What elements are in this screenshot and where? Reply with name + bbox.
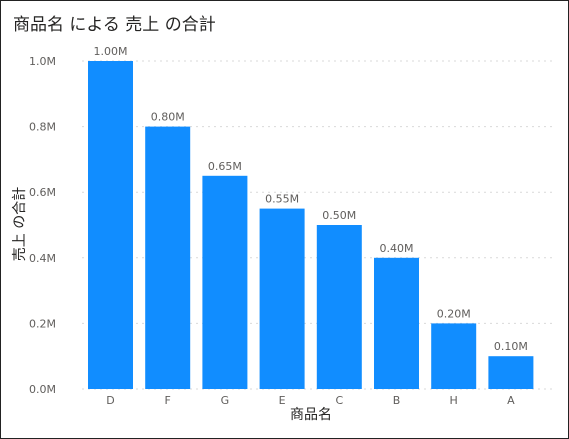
data-label-F: 0.80M xyxy=(151,111,185,124)
bar-F[interactable] xyxy=(145,126,191,389)
y-tick-label: 0.2M xyxy=(29,317,56,330)
data-label-H: 0.20M xyxy=(437,307,471,320)
data-label-G: 0.65M xyxy=(208,160,242,173)
bar-D[interactable] xyxy=(88,61,133,389)
bar-A[interactable] xyxy=(488,356,534,389)
bar-E[interactable] xyxy=(259,208,305,389)
data-label-E: 0.55M xyxy=(265,193,299,206)
y-tick-label: 1.0M xyxy=(29,55,56,68)
x-tick-label-H: H xyxy=(450,394,458,407)
data-labels: 1.00M 0.80M 0.65M 0.55M 0.50M 0.40M 0.20M 0.10M xyxy=(94,45,528,353)
y-tick-label: 0.8M xyxy=(29,121,56,134)
bar-H[interactable] xyxy=(431,323,477,389)
x-tick-label-E: E xyxy=(279,394,286,407)
x-axis-title: 商品名 xyxy=(290,407,332,423)
x-tick-label-F: F xyxy=(165,394,171,407)
data-label-B: 0.40M xyxy=(380,242,414,255)
chart-title: 商品名 による 売上 の合計 xyxy=(13,15,216,35)
bar-B[interactable] xyxy=(374,257,419,389)
x-tick-label-C: C xyxy=(335,394,343,407)
y-axis-ticks: 0.0M 0.2M 0.4M 0.6M 0.8M 1.0M xyxy=(29,55,56,396)
data-label-D: 1.00M xyxy=(94,45,128,58)
x-tick-label-A: A xyxy=(507,394,515,407)
x-tick-label-B: B xyxy=(393,394,401,407)
y-axis-title: 売上 の合計 xyxy=(12,187,28,261)
y-tick-label: 0.6M xyxy=(29,186,56,199)
y-tick-label: 0.0M xyxy=(29,383,56,396)
y-tick-label: 0.4M xyxy=(29,252,56,265)
x-tick-label-G: G xyxy=(221,394,230,407)
bar-G[interactable] xyxy=(202,175,248,389)
bar-C[interactable] xyxy=(316,225,362,389)
bars xyxy=(88,61,534,389)
x-tick-label-D: D xyxy=(106,394,114,407)
data-label-A: 0.10M xyxy=(494,340,528,353)
data-label-C: 0.50M xyxy=(322,209,356,222)
